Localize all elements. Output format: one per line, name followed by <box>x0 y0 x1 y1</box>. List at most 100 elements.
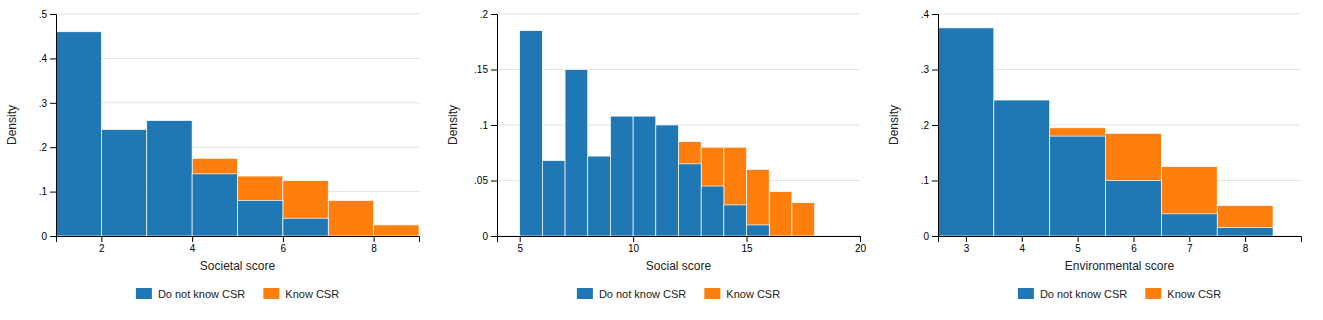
tick-mark <box>50 14 56 15</box>
tick: 0 <box>41 231 56 242</box>
bar <box>565 70 588 237</box>
tick-mark <box>747 236 748 242</box>
tick-label: 6 <box>281 243 287 254</box>
tick: .2 <box>921 120 938 131</box>
tick-mark <box>491 70 497 71</box>
bar <box>747 225 770 236</box>
bar <box>1161 214 1217 236</box>
legend: Do not know CSRKnow CSR <box>136 288 339 300</box>
tick-label: .15 <box>474 64 488 75</box>
tick-mark <box>932 236 938 237</box>
tick-mark <box>50 147 56 148</box>
legend-swatch <box>577 288 593 299</box>
bar <box>192 174 237 236</box>
bar <box>938 28 994 236</box>
bar <box>994 100 1050 236</box>
tick-mark <box>1245 236 1246 242</box>
tick-mark <box>50 192 56 193</box>
tick: .15 <box>474 64 497 75</box>
tick: .3 <box>921 64 938 75</box>
bar <box>1217 205 1273 236</box>
series <box>656 142 815 236</box>
grid-line <box>497 69 860 70</box>
tick-label: .5 <box>39 9 48 20</box>
bar <box>724 147 747 236</box>
tick-mark <box>192 236 193 242</box>
tick: .4 <box>921 9 938 20</box>
bars <box>520 31 815 236</box>
series <box>192 158 419 236</box>
legend: Do not know CSR Know CSR <box>1018 288 1221 300</box>
tick: 4 <box>1019 236 1025 254</box>
bar <box>588 156 611 236</box>
tick-label: .4 <box>39 53 48 64</box>
tick-label: 0 <box>482 231 488 242</box>
legend-label: Do not know CSR <box>599 288 686 300</box>
series <box>520 31 770 236</box>
series <box>56 32 328 236</box>
legend-item: Do not know CSR <box>136 288 245 300</box>
tick: 4 <box>190 236 196 254</box>
bar <box>679 164 702 236</box>
legend-label: Do not know CSR <box>1040 288 1127 300</box>
tick-mark <box>966 236 967 242</box>
tick-label: .05 <box>474 175 488 186</box>
tick-label: 2 <box>99 243 105 254</box>
tick-label: 4 <box>1019 243 1025 254</box>
tick-label: .2 <box>480 9 489 20</box>
figure: 2 4 6 8 0 .1 .2 .3 .4 .5 Societal score Density Do n… <box>0 0 1323 320</box>
tick: 15 <box>742 236 754 254</box>
legend-label: Do not know CSR <box>158 288 245 300</box>
bars <box>938 28 1273 236</box>
tick-mark <box>1133 236 1134 242</box>
tick-mark <box>50 103 56 104</box>
bar <box>283 181 328 237</box>
legend-item: Know CSR <box>704 288 780 300</box>
tick-label: 10 <box>628 243 640 254</box>
tick-mark <box>1189 236 1190 242</box>
y-axis-title: Density <box>5 105 19 145</box>
bar <box>283 218 328 236</box>
bar <box>633 116 656 236</box>
bar <box>56 32 101 236</box>
tick: .3 <box>39 98 56 109</box>
tick-label: 8 <box>371 243 377 254</box>
bar <box>701 186 724 236</box>
grid <box>497 14 860 236</box>
legend-item: Know CSR <box>1145 288 1221 300</box>
panel: 51015200.05.1.15.2Social scoreDensityDo … <box>446 9 866 300</box>
tick: 20 <box>855 236 867 254</box>
bar <box>610 116 633 236</box>
tick: .1 <box>480 120 497 131</box>
bar <box>147 121 192 236</box>
tick-mark <box>520 236 521 242</box>
tick: .4 <box>39 53 56 64</box>
x-axis-title: Societal score <box>200 259 276 273</box>
tick-mark <box>932 181 938 182</box>
axis-line <box>932 15 939 237</box>
bar <box>542 161 565 236</box>
axis-line <box>50 15 57 237</box>
axis-line <box>939 237 1302 243</box>
tick: .2 <box>480 9 497 20</box>
panel: 24680.1.2.3.4.5Societal scoreDensityDo n… <box>5 9 420 300</box>
grid-line <box>56 14 419 15</box>
tick-mark <box>932 125 938 126</box>
bar <box>1161 167 1217 236</box>
bar <box>520 31 543 236</box>
tick: .5 <box>39 9 56 20</box>
bar <box>374 225 419 236</box>
tick-label: 4 <box>190 243 196 254</box>
tick-label: .1 <box>480 120 489 131</box>
tick: 0 <box>482 231 497 242</box>
tick: 2 <box>99 236 105 254</box>
tick-label: .2 <box>39 142 48 153</box>
tick-mark <box>1022 236 1023 242</box>
tick: 5 <box>517 236 523 254</box>
tick-label: .3 <box>921 64 930 75</box>
tick: .1 <box>921 175 938 186</box>
legend-label: Know CSR <box>726 288 780 300</box>
tick: .2 <box>39 142 56 153</box>
legend: Do not know CSR Know CSR <box>577 288 780 300</box>
legend-swatch <box>1018 288 1034 299</box>
